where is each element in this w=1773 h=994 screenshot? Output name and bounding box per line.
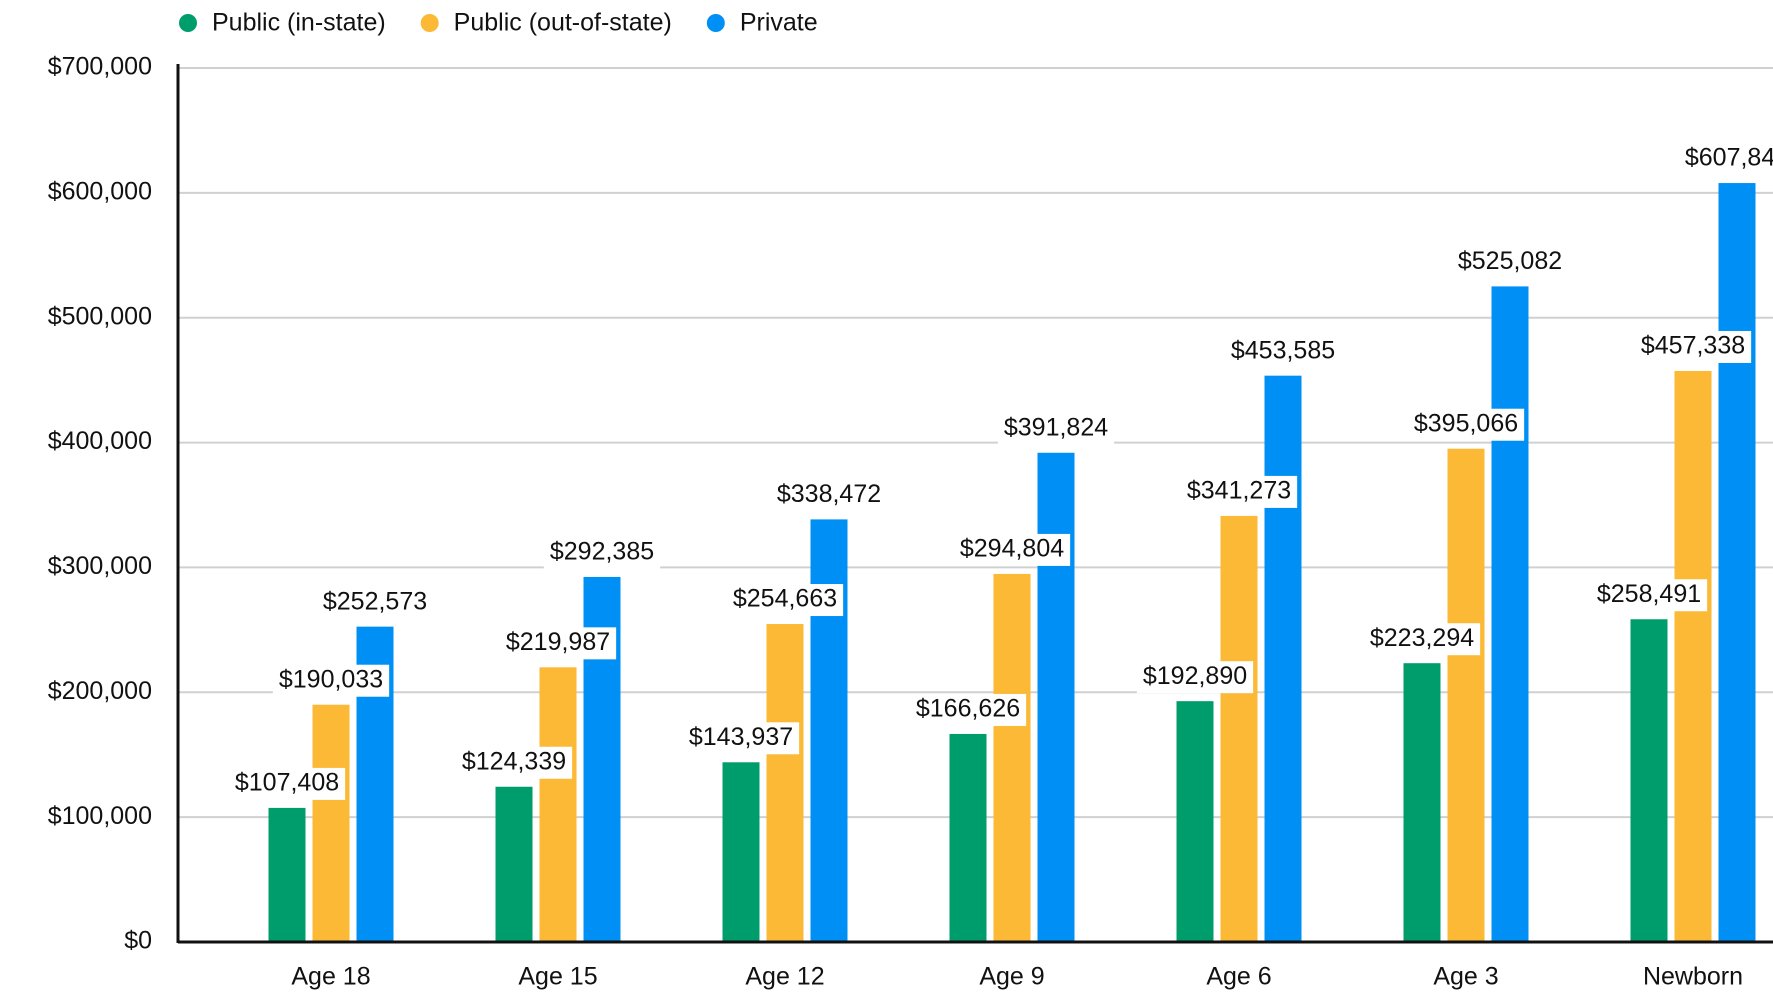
label-bg	[1363, 623, 1481, 656]
x-tick-label: Age 18	[291, 963, 370, 991]
value-label: $143,937	[689, 723, 793, 751]
label-bg	[997, 412, 1115, 445]
label-bg	[455, 746, 573, 779]
x-tick-label: Age 15	[518, 963, 597, 991]
label-bg	[770, 479, 888, 512]
legend-label: Public (in-state)	[212, 9, 386, 37]
value-label: $457,338	[1641, 332, 1745, 360]
legend-label: Private	[740, 9, 818, 37]
bar	[810, 519, 848, 942]
value-label: $292,385	[550, 538, 654, 566]
y-tick-label: $700,000	[48, 53, 152, 81]
bar	[766, 624, 804, 942]
bar	[1037, 452, 1075, 942]
x-tick-label: Newborn	[1643, 963, 1743, 991]
bar	[1630, 619, 1668, 942]
label-bg	[726, 584, 844, 617]
value-label: $107,408	[235, 769, 339, 797]
value-label: $192,890	[1143, 662, 1247, 690]
bar	[949, 733, 987, 942]
label-bg	[1634, 330, 1752, 363]
bar	[1403, 663, 1441, 942]
label-bg	[1590, 579, 1708, 612]
value-label: $124,339	[462, 747, 566, 775]
bar	[1264, 375, 1302, 942]
bar	[1674, 370, 1712, 942]
value-label: $219,987	[506, 628, 610, 656]
bar	[312, 704, 350, 942]
value-labels: $107,408 $190,033 $252,573 $124,339 $219,987…	[228, 143, 1773, 800]
label-bg	[1180, 475, 1298, 508]
bar	[1718, 183, 1756, 942]
bar	[268, 807, 306, 942]
label-bg	[953, 533, 1071, 566]
label-bg	[1224, 335, 1342, 368]
legend-swatch	[420, 14, 439, 32]
label-bg	[682, 722, 800, 755]
y-tick-label: $400,000	[48, 427, 152, 455]
x-tick-label: Age 12	[745, 963, 824, 991]
label-bg	[228, 767, 346, 800]
bar	[722, 762, 760, 942]
value-label: $341,273	[1187, 477, 1291, 505]
x-tick-label: Age 6	[1206, 963, 1271, 991]
value-label: $338,472	[777, 480, 881, 508]
legend-label: Public (out-of-state)	[454, 9, 672, 37]
label-bg	[316, 586, 434, 619]
value-label: $190,033	[279, 665, 383, 693]
bar	[495, 786, 533, 942]
value-label: $294,804	[960, 535, 1064, 563]
bar	[1491, 286, 1529, 943]
bar	[993, 573, 1031, 942]
legend-swatch	[706, 14, 725, 32]
y-tick-label: $500,000	[48, 302, 152, 330]
value-label: $391,824	[1004, 413, 1108, 441]
value-label: $395,066	[1414, 409, 1518, 437]
bar	[1176, 701, 1214, 942]
label-bg	[1136, 661, 1254, 694]
label-bg	[909, 693, 1027, 726]
value-label: $453,585	[1231, 336, 1335, 364]
bar	[1220, 515, 1258, 942]
value-label: $252,573	[323, 587, 427, 615]
label-bg	[1407, 408, 1525, 441]
y-tick-label: $0	[124, 927, 152, 955]
x-tick-label: Age 9	[979, 963, 1044, 991]
value-label: $607,848	[1685, 144, 1773, 172]
value-label: $258,491	[1597, 580, 1701, 608]
value-label: $254,663	[733, 585, 837, 613]
label-bg	[272, 664, 390, 697]
bar	[1447, 448, 1485, 942]
label-bg	[1678, 143, 1773, 176]
y-tick-label: $100,000	[48, 802, 152, 830]
value-label: $166,626	[916, 695, 1020, 723]
bar	[539, 667, 577, 942]
y-tick-label: $600,000	[48, 177, 152, 205]
x-tick-label: Age 3	[1433, 963, 1498, 991]
y-tick-label: $200,000	[48, 677, 152, 705]
y-tick-label: $300,000	[48, 552, 152, 580]
label-bg	[543, 536, 661, 569]
label-bg	[1451, 246, 1569, 279]
value-label: $223,294	[1370, 624, 1474, 652]
value-label: $525,082	[1458, 247, 1562, 275]
label-bg	[499, 627, 617, 660]
legend-swatch	[179, 14, 197, 32]
